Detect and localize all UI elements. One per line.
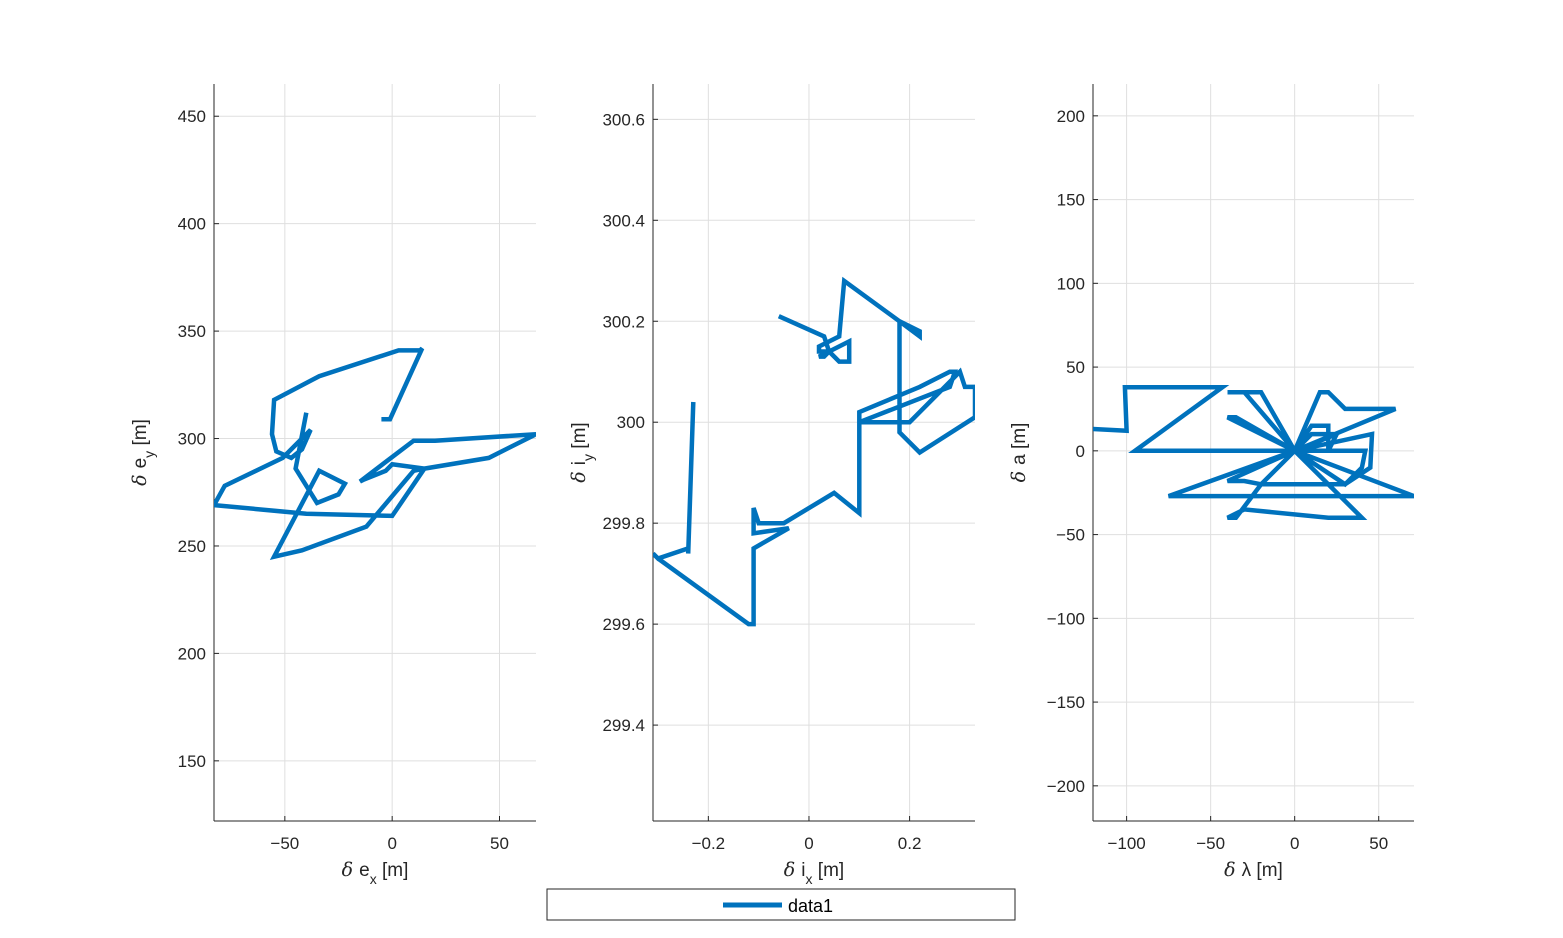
y-tick-label: 400 bbox=[178, 215, 206, 234]
y-axis-label: δ iy [m] bbox=[568, 422, 596, 482]
x-axis-label: δ ix [m] bbox=[784, 859, 844, 887]
y-tick-label: 150 bbox=[1057, 191, 1085, 210]
data-series-line bbox=[214, 346, 536, 560]
x-tick-label: −0.2 bbox=[692, 834, 726, 853]
y-tick-label: 300 bbox=[178, 430, 206, 449]
y-tick-label: 300.6 bbox=[602, 110, 645, 129]
y-tick-label: −50 bbox=[1056, 526, 1085, 545]
x-tick-label: −50 bbox=[270, 834, 299, 853]
x-tick-label: −100 bbox=[1107, 834, 1145, 853]
x-tick-label: 0.2 bbox=[898, 834, 922, 853]
y-tick-label: 200 bbox=[178, 644, 206, 663]
y-tick-label: 300.4 bbox=[602, 211, 645, 230]
y-tick-label: 200 bbox=[1057, 107, 1085, 126]
data-series-line bbox=[1093, 384, 1414, 521]
y-axis-label: δ a [m] bbox=[1008, 423, 1030, 483]
x-tick-label: 50 bbox=[1369, 834, 1388, 853]
y-tick-label: 150 bbox=[178, 752, 206, 771]
y-tick-label: 250 bbox=[178, 537, 206, 556]
y-tick-label: 450 bbox=[178, 107, 206, 126]
subplot-eccentricity: −50 0 50 150 200 250 300 350 400 450 δ ex [m] δ ey … bbox=[129, 84, 536, 887]
x-tick-label: 0 bbox=[387, 834, 396, 853]
subplot-lambda-a: −100 −50 0 50 −200 −150 −100 −50 0 50 100 150 200 δ λ… bbox=[1008, 84, 1414, 881]
legend-entry-label: data1 bbox=[788, 896, 833, 916]
x-tick-label: 0 bbox=[804, 834, 813, 853]
x-axis-label: δ λ [m] bbox=[1224, 859, 1283, 881]
y-tick-label: −150 bbox=[1047, 693, 1085, 712]
plot-area bbox=[653, 84, 975, 821]
y-tick-label: 299.8 bbox=[602, 514, 645, 533]
y-axis-label: δ ey [m] bbox=[129, 419, 157, 486]
x-tick-label: −50 bbox=[1196, 834, 1225, 853]
x-tick-label: 0 bbox=[1290, 834, 1299, 853]
data-series-line bbox=[653, 276, 975, 627]
x-tick-label: 50 bbox=[490, 834, 509, 853]
y-tick-label: 300 bbox=[617, 413, 645, 432]
y-tick-label: −100 bbox=[1047, 609, 1085, 628]
y-tick-label: 300.2 bbox=[602, 312, 645, 331]
legend: data1 bbox=[546, 888, 1016, 921]
y-tick-label: 350 bbox=[178, 322, 206, 341]
plot-area bbox=[214, 84, 536, 821]
y-tick-label: −200 bbox=[1047, 777, 1085, 796]
x-axis-label: δ ex [m] bbox=[342, 859, 409, 887]
y-tick-label: 50 bbox=[1066, 358, 1085, 377]
subplot-inclination: −0.2 0 0.2 299.4 299.6 299.8 300 300.2 300.4 300.… bbox=[568, 84, 975, 887]
y-tick-label: 299.4 bbox=[602, 716, 645, 735]
y-tick-label: 0 bbox=[1076, 442, 1085, 461]
y-tick-label: 100 bbox=[1057, 274, 1085, 293]
y-tick-label: 299.6 bbox=[602, 615, 645, 634]
